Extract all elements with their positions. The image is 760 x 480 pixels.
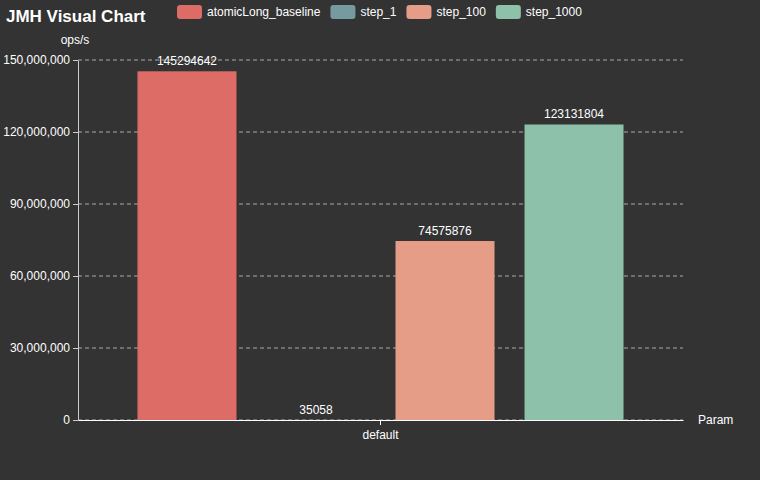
legend-label: step_1000: [526, 5, 582, 19]
x-axis-title: Param: [698, 413, 733, 427]
bars: [137, 71, 623, 420]
y-tick: 60,000,000: [10, 269, 78, 283]
chart: 0 30,000,000 60,000,000 90,000,000 120,000,0…: [0, 0, 760, 480]
legend-item[interactable]: step_1000: [496, 5, 582, 19]
y-tick-mark: [73, 348, 78, 349]
legend-item[interactable]: atomicLong_baseline: [177, 5, 321, 19]
x-tick-mark: [380, 420, 381, 425]
y-tick-label: 150,000,000: [3, 53, 70, 67]
y-tick-mark: [73, 276, 78, 277]
y-tick-mark: [73, 60, 78, 61]
y-axis-title: ops/s: [61, 33, 90, 47]
bar[interactable]: [525, 124, 624, 420]
y-tick: 0: [63, 413, 78, 427]
background: [0, 0, 760, 480]
y-tick-mark: [73, 132, 78, 133]
y-tick-label: 0: [63, 413, 70, 427]
legend-label: step_100: [436, 5, 486, 19]
grid: [78, 60, 683, 420]
y-tick: 150,000,000: [3, 53, 78, 67]
legend-item[interactable]: step_100: [406, 5, 486, 19]
y-tick-label: 30,000,000: [10, 341, 70, 355]
legend-swatch: [406, 5, 431, 19]
legend-label: step_1: [360, 5, 396, 19]
y-tick-mark: [73, 204, 78, 205]
legend-swatch: [496, 5, 521, 19]
data-label: 35058: [299, 403, 333, 417]
y-tick: 30,000,000: [10, 341, 78, 355]
legend: atomicLong_baseline step_1 step_100 step_10…: [177, 5, 582, 19]
y-tick: 90,000,000: [10, 197, 78, 211]
y-tick-label: 120,000,000: [3, 125, 70, 139]
legend-label: atomicLong_baseline: [207, 5, 321, 19]
legend-swatch: [177, 5, 202, 19]
x-tick-label: default: [362, 428, 399, 442]
y-tick: 120,000,000: [3, 125, 78, 139]
data-label: 123131804: [544, 107, 604, 121]
y-tick-mark: [73, 420, 78, 421]
x-axis: default: [79, 420, 684, 442]
bar[interactable]: [137, 71, 236, 420]
y-tick-label: 60,000,000: [10, 269, 70, 283]
data-label: 74575876: [418, 224, 472, 238]
legend-swatch: [330, 5, 355, 19]
data-label: 145294642: [157, 54, 217, 68]
x-tick: default: [362, 420, 399, 442]
bar[interactable]: [396, 241, 495, 420]
y-axis-line: [78, 61, 79, 421]
bar[interactable]: [266, 419, 365, 420]
title: JMH Visual Chart: [6, 7, 146, 26]
y-axis: 0 30,000,000 60,000,000 90,000,000 120,000,0…: [3, 53, 78, 427]
y-tick-label: 90,000,000: [10, 197, 70, 211]
legend-item[interactable]: step_1: [330, 5, 396, 19]
data-labels: 145294642 35058 74575876 123131804: [157, 54, 604, 417]
